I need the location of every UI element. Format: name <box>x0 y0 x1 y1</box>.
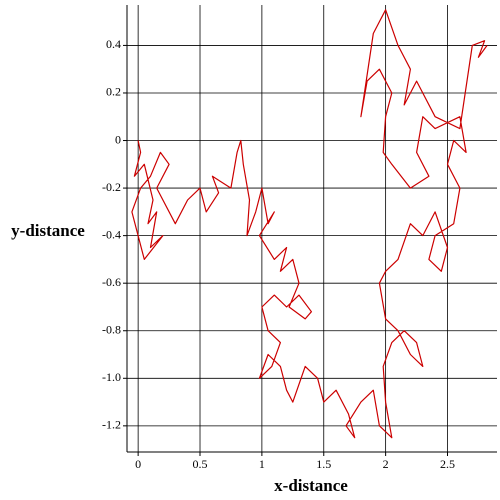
x-axis-title: x-distance <box>274 476 348 495</box>
x-tick-label: 1.5 <box>316 457 331 471</box>
y-tick-label: 0 <box>115 132 121 146</box>
y-tick-label: 0.2 <box>106 85 121 99</box>
x-tick-label: 1 <box>259 457 265 471</box>
y-axis-title: y-distance <box>11 221 85 240</box>
y-tick-label: -1.0 <box>102 370 121 384</box>
y-tick-label: -0.8 <box>102 322 121 336</box>
plot-area <box>127 5 497 452</box>
y-tick-label: 0.4 <box>106 37 121 51</box>
y-tick-label: -0.4 <box>102 227 121 241</box>
y-tick-label: -0.6 <box>102 275 121 289</box>
walk-line <box>131 9 488 439</box>
x-tick-label: 0.5 <box>193 457 208 471</box>
y-tick-label: -0.2 <box>102 180 121 194</box>
x-tick-label: 0 <box>135 457 141 471</box>
y-tick-label: -1.2 <box>102 418 121 432</box>
x-tick-label: 2 <box>383 457 389 471</box>
x-tick-label: 2.5 <box>440 457 455 471</box>
